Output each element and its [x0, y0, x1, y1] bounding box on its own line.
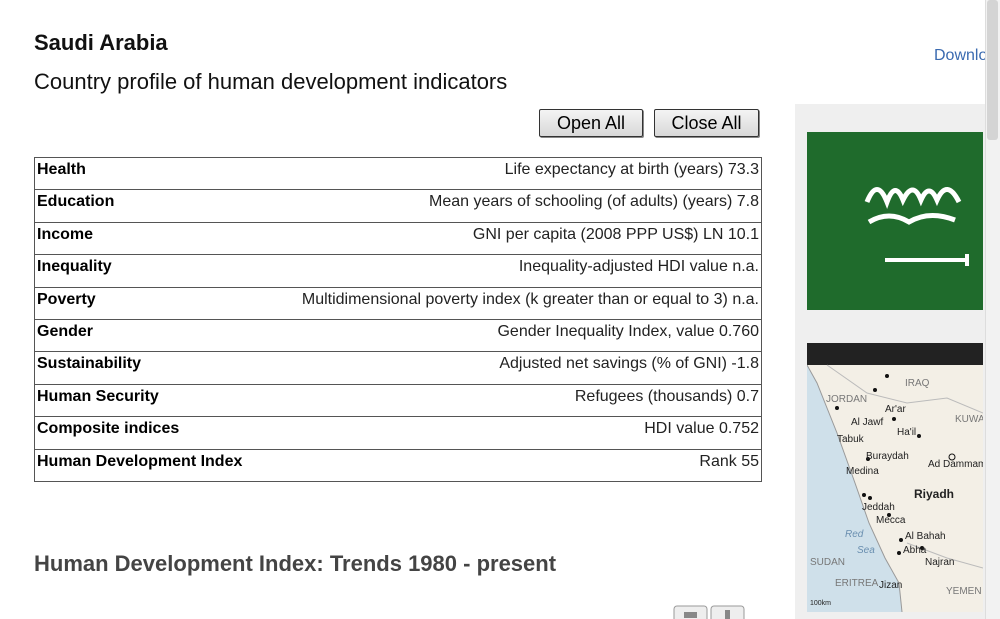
map-label: IRAQ	[905, 378, 930, 389]
map-label: ERITREA	[835, 578, 879, 589]
indicator-label: Rank	[699, 452, 737, 470]
indicator-value: 7.8	[736, 193, 759, 211]
table-row: Human Security Refugees (thousands) 0.7	[33, 383, 762, 418]
indicator-label: Life expectancy at birth (years)	[504, 161, 724, 178]
indicator-value: n.a.	[732, 258, 759, 276]
map-label: Ha'il	[897, 427, 917, 438]
indicator-label: Gender Inequality Index, value	[497, 322, 715, 340]
indicator-label: Adjusted net savings (% of GNI)	[499, 355, 727, 373]
flag	[807, 132, 983, 310]
map-label: YEMEN	[946, 586, 982, 597]
table-row: Health Life expectancy at birth (years) 7…	[33, 156, 762, 191]
scrollbar-thumb[interactable]	[987, 0, 998, 140]
category-cell: Gender	[33, 318, 262, 353]
indicator-cell: Rank 55	[261, 448, 762, 482]
page-subtitle: Country profile of human development ind…	[34, 69, 508, 94]
indicator-value: 0.752	[718, 420, 759, 438]
category-cell: Sustainability	[33, 351, 262, 385]
indicator-cell: HDI value 0.752	[261, 416, 762, 450]
chart-toolbar[interactable]	[673, 604, 748, 619]
map-label: Riyadh	[914, 487, 955, 501]
map-label: Ar'ar	[885, 404, 906, 415]
indicator-cell: Mean years of schooling (of adults) (yea…	[261, 189, 762, 223]
download-link[interactable]: Download	[934, 47, 985, 64]
country-title: Saudi Arabia	[34, 30, 168, 55]
map-label: Abha	[903, 545, 927, 556]
indicator-cell: Multidimensional poverty index (k greate…	[261, 286, 762, 320]
scrollbar[interactable]	[985, 0, 1000, 619]
indicator-value: 0.760	[718, 322, 759, 340]
indicator-label: HDI value	[644, 420, 715, 438]
map-label: Najran	[925, 557, 955, 568]
indicator-cell: Gender Inequality Index, value 0.760	[261, 318, 762, 353]
indicator-cell: Refugees (thousands) 0.7	[261, 383, 762, 418]
table-row: Poverty Multidimensional poverty index (k…	[33, 286, 762, 320]
map-label: SUDAN	[810, 557, 846, 568]
indicator-cell: Life expectancy at birth (years) 73.3	[261, 156, 762, 191]
table-row: Sustainability Adjusted net savings (% of…	[33, 351, 762, 385]
table-row: Gender Gender Inequality Index, value 0.7…	[33, 318, 762, 353]
indicator-label: Inequality-adjusted HDI value	[518, 258, 728, 276]
map-label: Jizan	[879, 580, 903, 591]
map-label: Ad Dammam	[928, 459, 983, 470]
indicator-cell: Adjusted net savings (% of GNI) -1.8	[261, 351, 762, 385]
indicator-cell: Inequality-adjusted HDI value n.a.	[261, 254, 762, 288]
map-label: JORDAN	[826, 394, 868, 405]
indicator-cell: GNI per capita (2008 PPP US$) LN 10.1	[261, 221, 762, 256]
indicator-table: Health Life expectancy at birth (years) 7…	[33, 156, 762, 482]
indicator-label: GNI per capita (2008 PPP US$) LN	[472, 225, 724, 243]
category-cell: Human Security	[33, 383, 262, 418]
category-cell: Poverty	[33, 286, 262, 320]
map-label: Medina	[846, 466, 879, 477]
indicator-label: Mean years of schooling (of adults) (yea…	[429, 193, 733, 211]
indicator-value: 73.3	[727, 161, 759, 178]
table-row: Education Mean years of schooling (of adu…	[33, 189, 762, 223]
category-cell: Composite indices	[33, 416, 262, 450]
indicator-value: 0.7	[736, 387, 759, 405]
map-label: Sea	[857, 545, 875, 556]
map-label: Al Bahah	[905, 531, 946, 542]
category-cell: Income	[33, 221, 262, 256]
map-label: Jeddah	[862, 502, 895, 513]
category-cell: Education	[33, 189, 262, 223]
map-label: Tabuk	[837, 434, 864, 445]
map-label: 100km	[810, 600, 832, 607]
indicator-value: -1.8	[731, 355, 759, 373]
close-all-button[interactable]: Close All	[654, 109, 759, 137]
indicator-label: Multidimensional poverty index (k greate…	[301, 290, 728, 308]
map-label: Al Jawf	[851, 417, 884, 428]
map-label: Red	[845, 529, 864, 540]
section-title: Human Development Index: Trends 1980 - p…	[34, 551, 557, 576]
open-all-button[interactable]: Open All	[539, 109, 643, 137]
category-cell: Human Development Index	[33, 448, 262, 482]
table-row: Composite indices HDI value 0.752	[33, 416, 762, 450]
table-row: Human Development Index Rank 55	[33, 448, 762, 482]
category-cell: Health	[33, 156, 262, 191]
country-map: IRAQ JORDAN Ar'ar Al Jawf KUWAIT Ha'il T…	[807, 343, 983, 612]
map-label: Buraydah	[866, 451, 909, 462]
table-row: Income GNI per capita (2008 PPP US$) LN 1…	[33, 221, 762, 256]
indicator-value: 10.1	[727, 225, 759, 243]
table-row: Inequality Inequality-adjusted HDI value …	[33, 254, 762, 288]
indicator-value: n.a.	[732, 290, 759, 308]
indicator-value: 55	[741, 452, 759, 470]
map-label: KUWAIT	[955, 414, 983, 425]
map-label: Mecca	[876, 515, 906, 526]
category-cell: Inequality	[33, 254, 262, 288]
indicator-label: Refugees (thousands)	[574, 387, 733, 405]
